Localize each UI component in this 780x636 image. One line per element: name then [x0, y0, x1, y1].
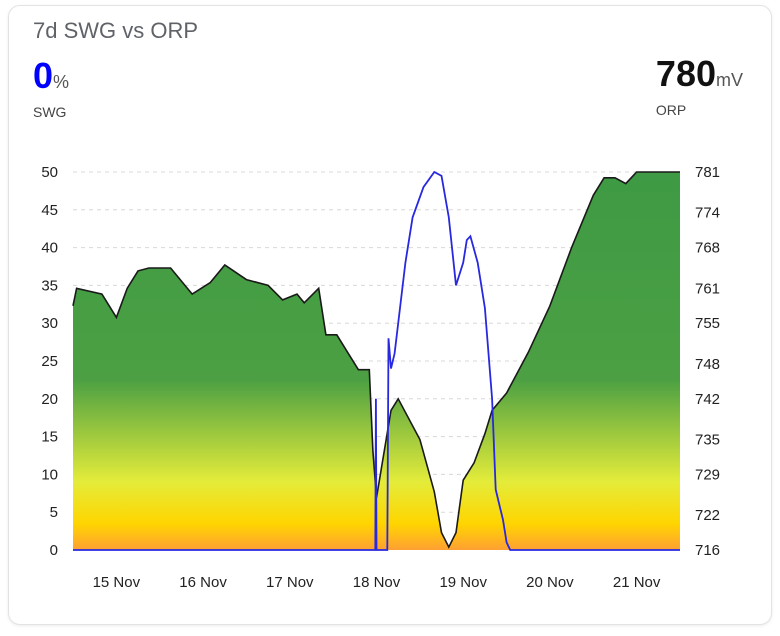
y-right-tick-label: 774	[695, 205, 720, 222]
y-left-tick-label: 45	[41, 202, 58, 219]
orp-label: ORP	[655, 102, 687, 118]
swg-label: SWG	[33, 104, 67, 120]
y-right-axis: 716 722 729 735 742 748 755 761 768 774 781	[695, 164, 720, 559]
y-left-tick-label: 50	[41, 164, 58, 181]
x-tick-label: 16 Nov	[179, 574, 227, 591]
y-right-tick-label: 729	[695, 466, 720, 483]
swg-series-line	[73, 170, 680, 551]
y-right-tick-label: 755	[695, 315, 720, 332]
y-left-tick-label: 10	[41, 466, 58, 483]
y-right-tick-label: 748	[695, 356, 720, 373]
orp-area	[73, 172, 680, 550]
y-left-axis: 0 5 10 15 20 25 30 35 40 45 50	[41, 164, 58, 559]
y-right-tick-label: 716	[695, 542, 720, 559]
y-right-tick-label: 768	[695, 240, 720, 257]
x-tick-label: 18 Nov	[353, 574, 401, 591]
x-tick-label: 20 Nov	[526, 574, 574, 591]
y-right-tick-label: 761	[695, 280, 720, 297]
y-right-tick-label: 742	[695, 391, 720, 408]
x-tick-label: 15 Nov	[93, 574, 141, 591]
x-tick-label: 17 Nov	[266, 574, 314, 591]
swg-value: 0	[33, 55, 54, 96]
orp-value: 780	[655, 53, 716, 94]
y-left-tick-label: 0	[50, 542, 58, 559]
y-left-tick-label: 5	[50, 504, 58, 521]
swg-stat[interactable]: 0% SWG	[33, 55, 70, 121]
x-tick-label: 21 Nov	[613, 574, 661, 591]
y-right-tick-label: 735	[695, 432, 720, 449]
y-left-tick-label: 15	[41, 429, 58, 446]
swg-unit: %	[53, 72, 70, 92]
y-left-tick-label: 30	[41, 315, 58, 332]
y-left-tick-label: 35	[41, 277, 58, 294]
card-title: 7d SWG vs ORP	[33, 18, 199, 43]
y-right-tick-label: 781	[695, 164, 720, 181]
orp-stat[interactable]: 780mV ORP	[655, 53, 743, 119]
y-left-tick-label: 20	[41, 391, 58, 408]
x-axis: 15 Nov 16 Nov 17 Nov 18 Nov 19 Nov 20 Nov 21 N…	[93, 574, 661, 591]
orp-unit: mV	[716, 70, 743, 90]
y-left-tick-label: 25	[41, 353, 58, 370]
y-left-tick-label: 40	[41, 240, 58, 257]
y-right-tick-label: 722	[695, 507, 720, 524]
x-tick-label: 19 Nov	[439, 574, 487, 591]
